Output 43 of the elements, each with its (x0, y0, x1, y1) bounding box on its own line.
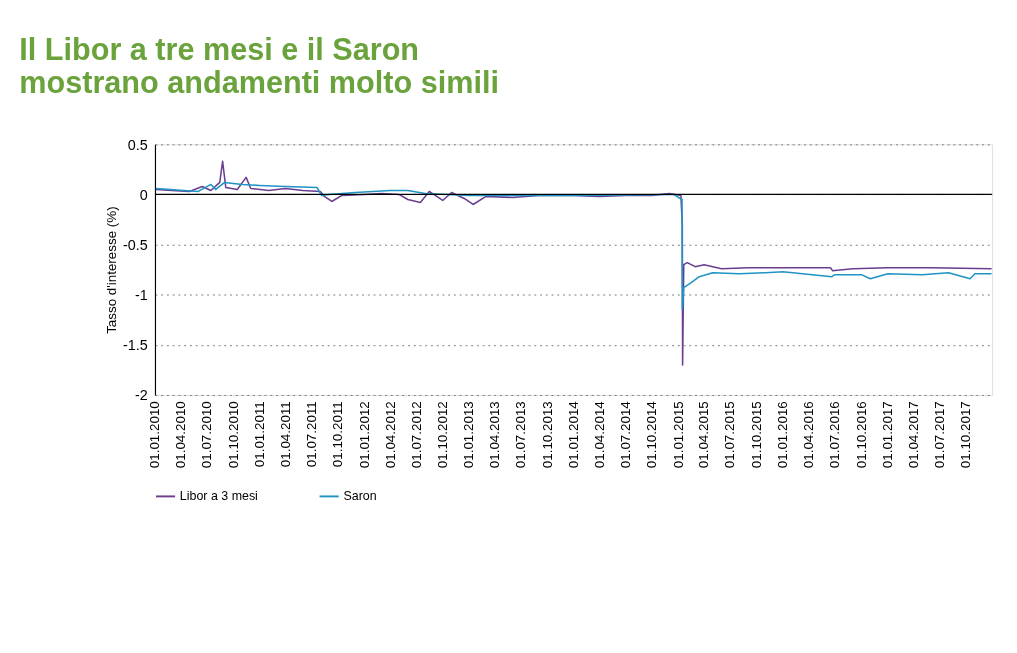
y-axis-title: Tasso d'interesse (%) (104, 206, 120, 334)
x-tick-label: 01.10.2015 (748, 401, 764, 469)
x-tick-label: 01.04.2010 (173, 401, 189, 469)
x-tick-label: 01.04.2014 (591, 400, 607, 469)
y-tick-label: -0.5 (123, 236, 148, 253)
x-tick-label: 01.04.2012 (382, 401, 398, 469)
x-tick-label: 01.07.2015 (722, 401, 738, 469)
y-tick-label: 0 (139, 186, 148, 203)
x-tick-label: 01.01.2013 (461, 401, 477, 469)
x-tick-label: 01.10.2014 (644, 400, 660, 469)
x-tick-label: 01.01.2012 (356, 401, 372, 469)
x-tick-label: 01.10.2012 (435, 401, 451, 469)
x-tick-label: 01.04.2015 (696, 401, 712, 469)
x-tick-label: 01.07.2012 (408, 401, 424, 469)
line-series (155, 181, 993, 311)
x-tick-label: 01.10.2010 (225, 401, 241, 469)
x-tick-label: 01.01.2017 (880, 401, 896, 469)
x-tick-label: 01.10.2011 (330, 401, 346, 468)
x-tick-label: 01.10.2016 (853, 401, 869, 469)
x-tick-label: 01.01.2011 (251, 401, 267, 468)
x-tick-label: 01.07.2016 (827, 401, 843, 469)
legend-label: Libor a 3 mesi (179, 489, 258, 504)
x-tick-label: 01.07.2014 (617, 400, 633, 469)
x-tick-label: 01.07.2010 (199, 401, 215, 469)
y-tick-label: 0.5 (127, 136, 148, 153)
x-tick-label: 01.01.2014 (566, 400, 582, 469)
y-tick-label: -1 (135, 286, 148, 303)
y-tick-label: -1.5 (123, 337, 148, 354)
x-tick-label: 01.07.2013 (513, 401, 529, 469)
x-tick-label: 01.07.2011 (303, 401, 319, 468)
x-tick-label: 01.01.2015 (670, 401, 686, 469)
y-tick-label: -2 (135, 387, 148, 404)
x-tick-label: 01.01.2016 (775, 401, 791, 469)
x-tick-label: 01.04.2017 (905, 401, 921, 469)
x-tick-label: 01.10.2013 (539, 401, 555, 469)
x-tick-label: 01.01.2010 (147, 401, 163, 469)
chart-title: Il Libor a tre mesi e il Saron mostrano andamenti molto simili (19, 32, 499, 99)
x-tick-label: 01.04.2011 (277, 401, 293, 468)
x-tick-label: 01.04.2013 (487, 401, 503, 469)
x-tick-label: 01.10.2017 (958, 401, 974, 469)
x-tick-label: 01.04.2016 (801, 401, 817, 469)
x-tick-label: 01.07.2017 (931, 401, 947, 469)
legend-label: Saron (343, 489, 377, 504)
